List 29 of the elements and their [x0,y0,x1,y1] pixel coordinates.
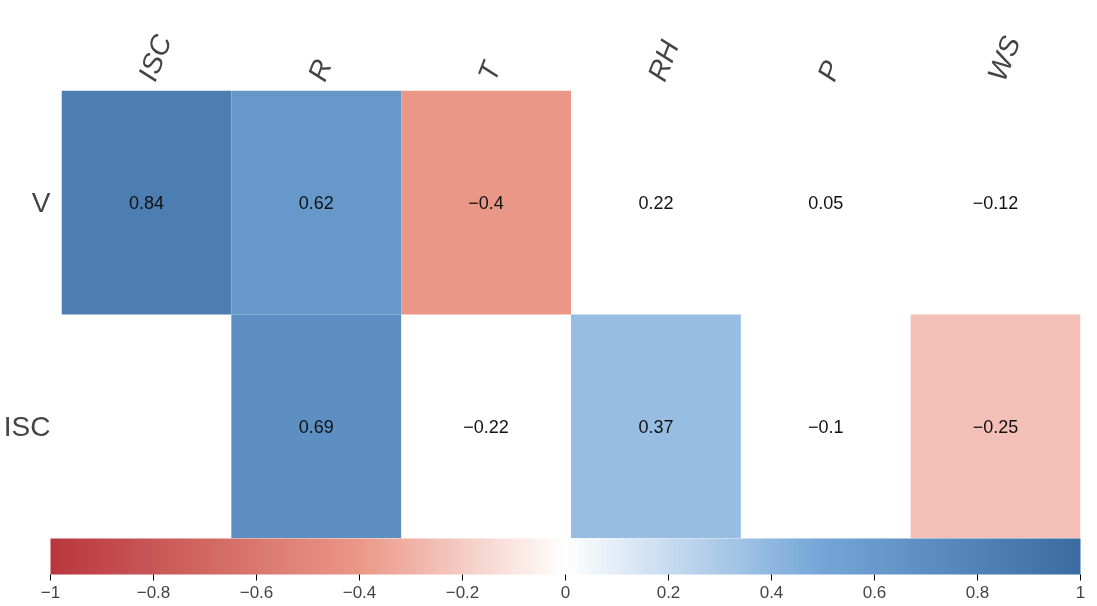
data-label: 0.62 [298,193,334,213]
data-label: −0.25 [972,417,1019,437]
x-tick-label: WS [981,31,1027,86]
color-bar-label: −0.4 [342,582,377,602]
color-bar-label: −1 [40,582,61,602]
data-label: 0.37 [638,417,674,437]
text: −0.1 [807,417,844,437]
x-tick-label: T [471,56,508,86]
text: 0.22 [638,193,674,213]
y-tick-label: V [31,187,51,218]
color-bar-label: −0.8 [136,582,171,602]
color-bar-label: −0.2 [445,582,480,602]
color-bar-label: 0.8 [965,582,990,602]
x-tick-label: ISC [131,29,179,86]
color-bar-label: 1 [1075,582,1086,602]
x-tick-label: RH [641,35,686,86]
data-label: 0.69 [298,417,334,437]
text: −0.12 [972,193,1019,213]
color-bar-label: 0.2 [656,582,681,602]
color-bar-label: −0.6 [239,582,274,602]
data-label: −0.4 [468,193,504,213]
color-bar-label: 0 [560,582,571,602]
text: −0.22 [463,417,509,437]
x-tick-label: R [301,55,339,86]
color-bar-label: 0.6 [862,582,887,602]
text: 0.05 [808,193,844,213]
data-label: 0.84 [128,193,164,213]
color-bar-label: 0.4 [759,582,784,602]
x-tick-label: P [811,56,848,86]
